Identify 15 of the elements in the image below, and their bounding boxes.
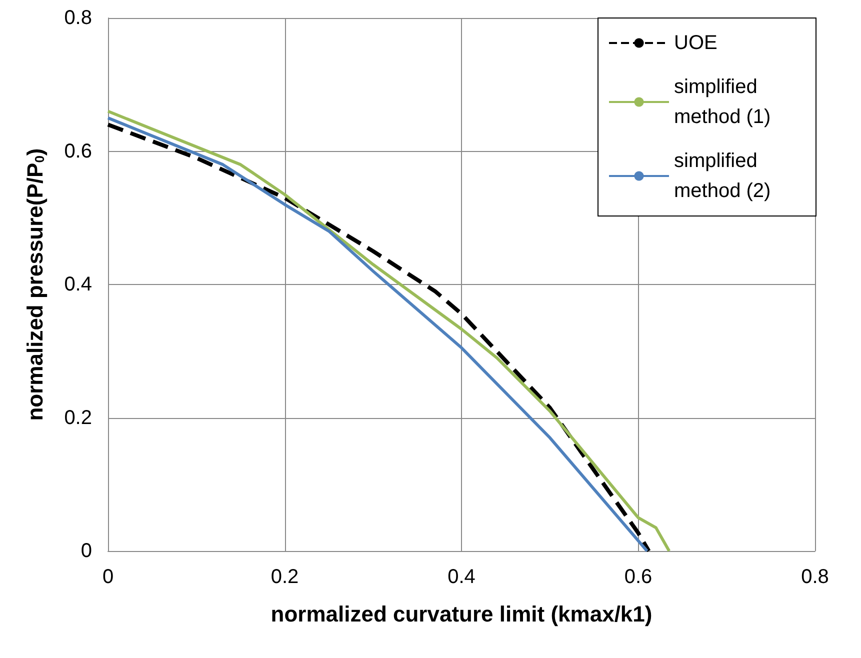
- legend-label: UOE: [674, 32, 718, 54]
- y-axis-title: normalized pressure(P/P0): [22, 148, 48, 421]
- x-tick-label: 0.8: [801, 566, 829, 588]
- legend-label: simplified method (1): [674, 76, 771, 128]
- x-tick-label: 0.4: [448, 566, 476, 588]
- x-tick-label: 0: [102, 566, 114, 588]
- x-axis-title: normalized curvature limit (kmax/k1): [270, 602, 652, 626]
- y-tick-label: 0.2: [64, 406, 92, 429]
- y-tick-label: 0.4: [64, 274, 92, 296]
- y-tick-label: 0: [80, 540, 92, 562]
- y-tick-label: 0.6: [64, 140, 92, 162]
- x-tick-label: 0.6: [624, 566, 652, 588]
- legend-label: simplified method (2): [674, 150, 771, 202]
- x-tick-label: 0.2: [270, 566, 299, 588]
- y-tick-label: 0.8: [64, 7, 92, 29]
